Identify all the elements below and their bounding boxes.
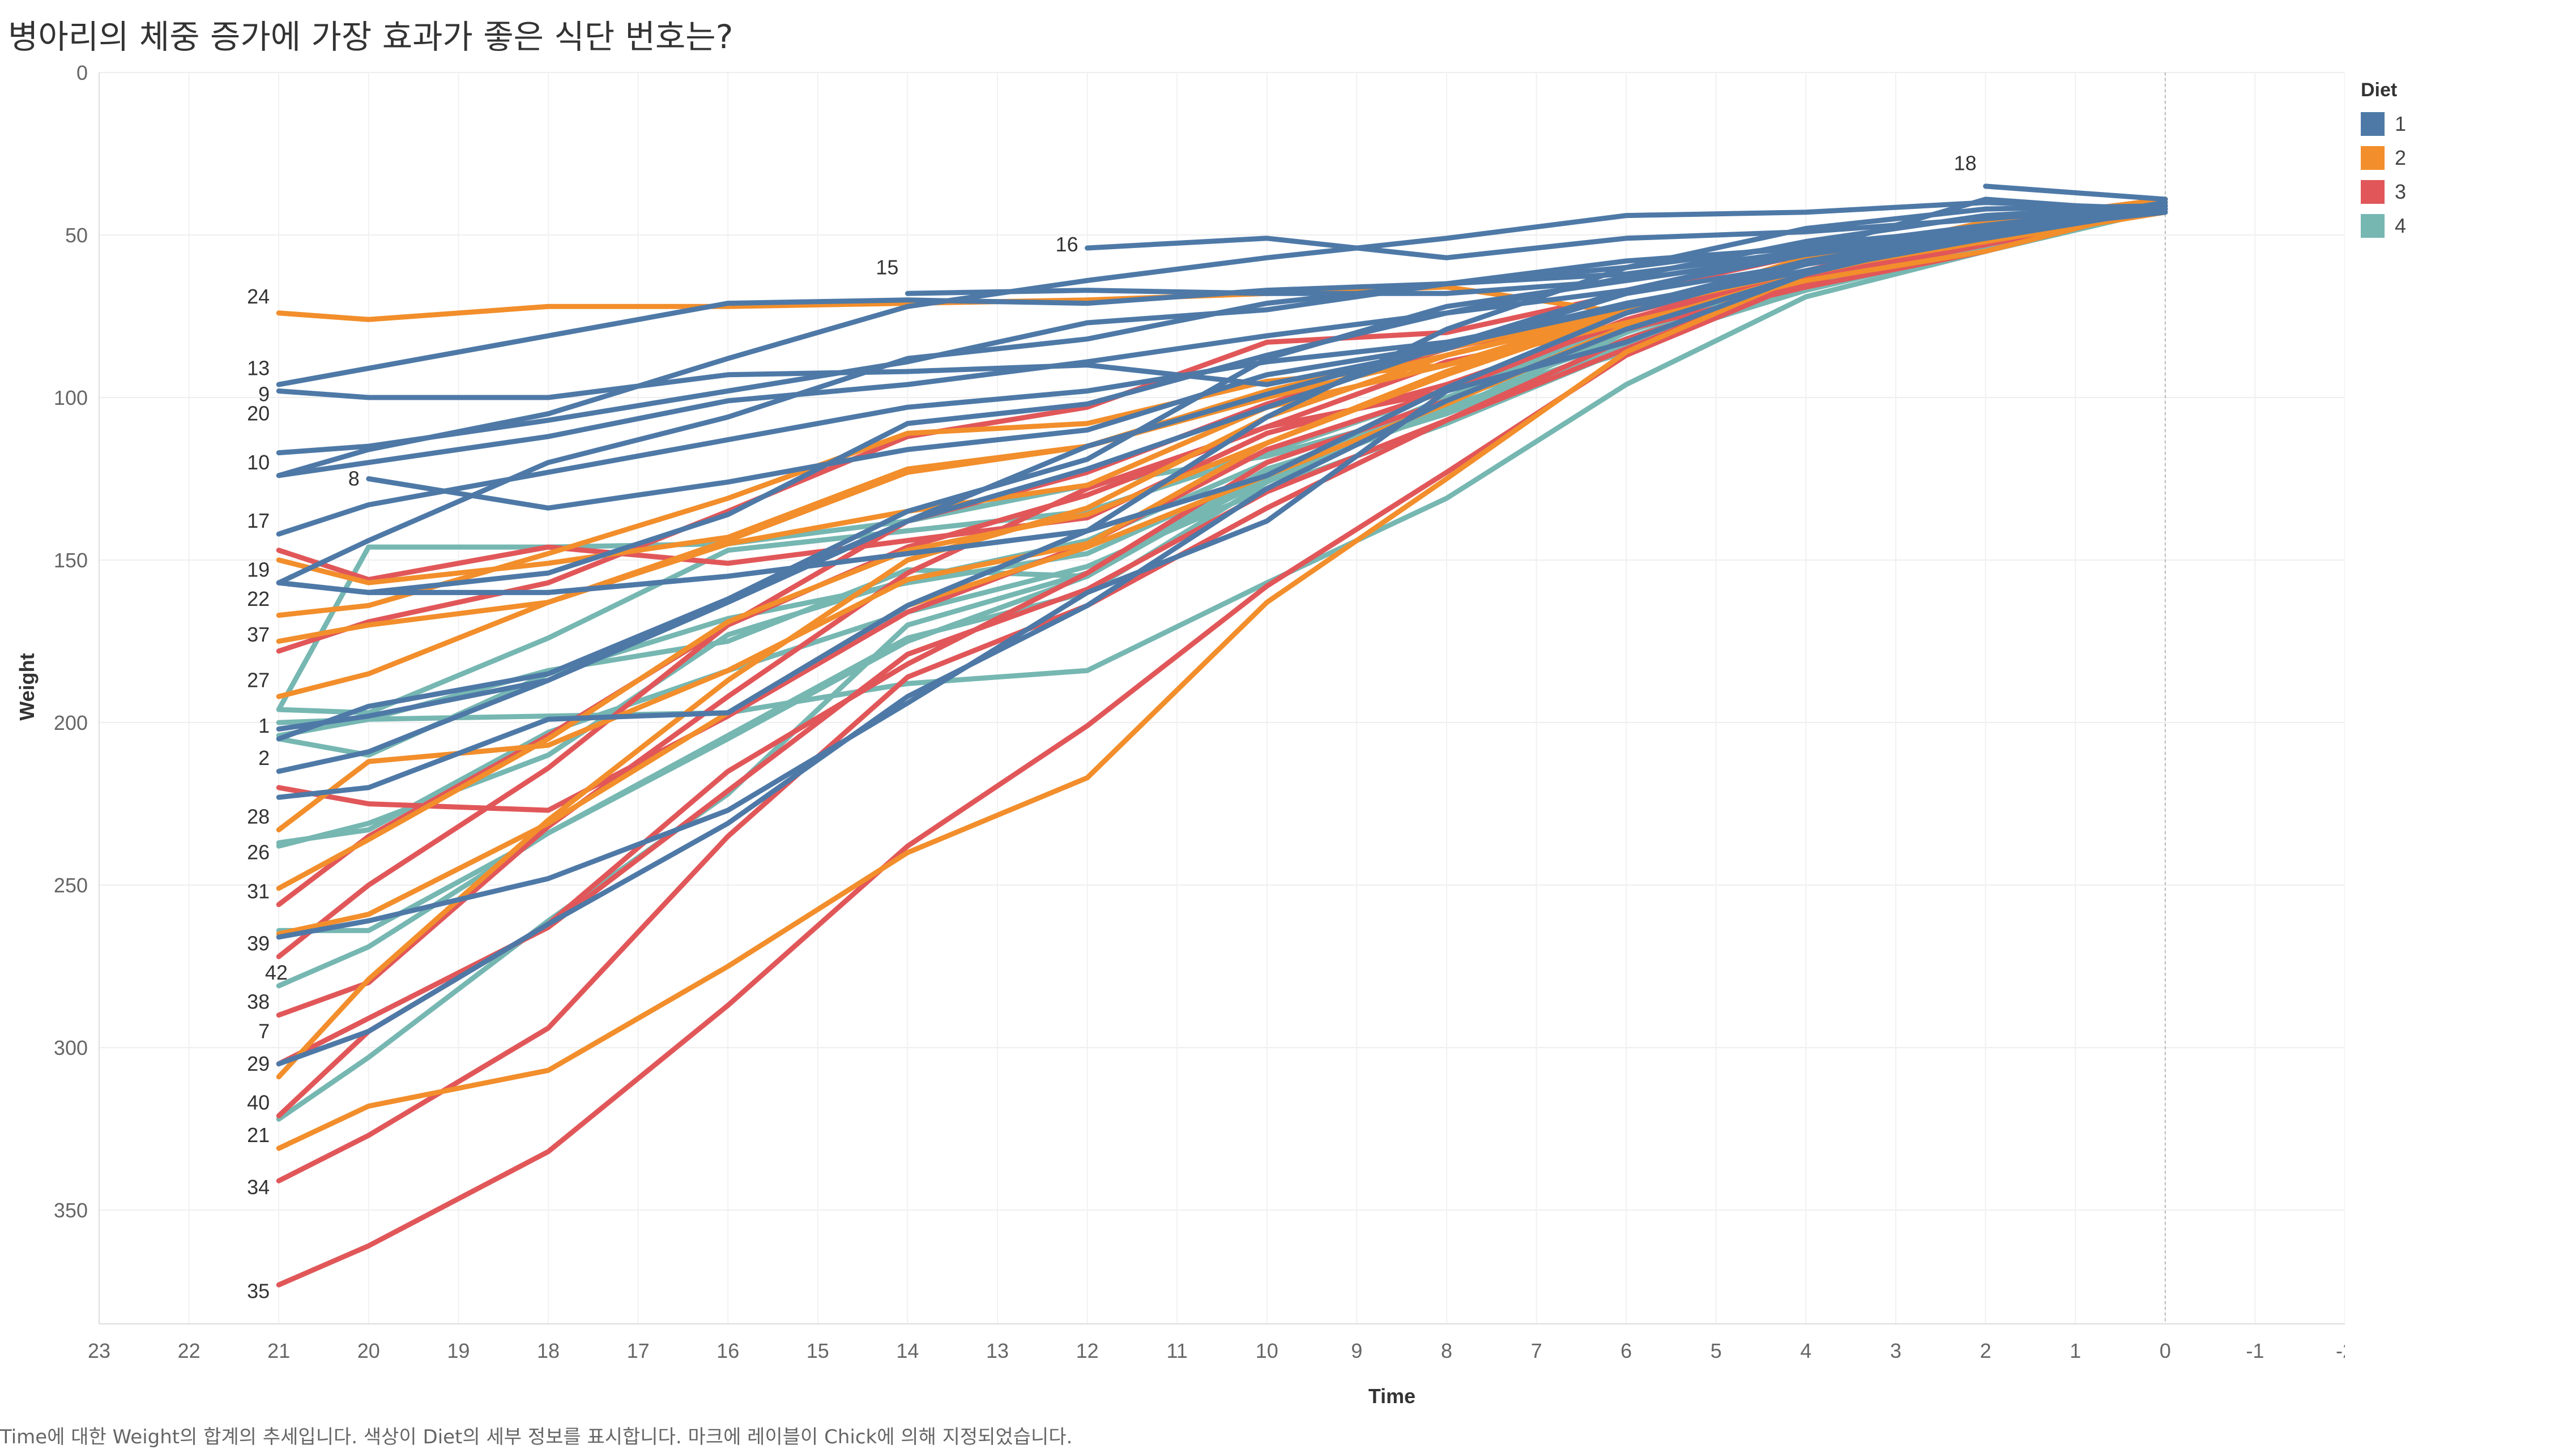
x-tick-label: 15 [807,1339,829,1362]
x-tick-label: 14 [896,1339,919,1362]
series-line-chick-14 [276,203,2168,1067]
y-tick-label: 250 [54,874,88,897]
legend-swatch [2361,146,2385,170]
series-line-chick-1 [276,200,2168,478]
series-line-chick-3 [276,196,2168,732]
x-tick-label: 0 [2160,1339,2171,1362]
y-tick-label: 150 [54,549,88,572]
x-tick-label: 3 [1890,1339,1901,1362]
x-tick-label: -2 [2336,1339,2345,1362]
data-label: 20 [247,402,270,425]
x-tick-label: 10 [1256,1339,1278,1362]
x-tick-label: 5 [1711,1339,1722,1362]
series-line-chick-34 [276,203,2168,1183]
legend-item-diet-1[interactable]: 1 [2361,107,2406,141]
x-tick-label: 11 [1167,1339,1188,1362]
series-line-chick-19 [276,210,2168,585]
x-tick-label: 22 [178,1339,201,1362]
series-line-chick-43 [276,206,2168,725]
x-tick-label: 8 [1441,1339,1452,1362]
y-tick-label: 100 [54,386,88,409]
data-label: 19 [247,558,270,581]
data-label: 2 [258,746,270,770]
x-axis-title: Time [1368,1384,1415,1408]
legend-label: 1 [2395,112,2407,135]
x-tick-label: 7 [1531,1339,1542,1362]
series-line-chick-6 [276,203,2168,595]
series-line-chick-16 [1085,203,2168,260]
legend-label: 3 [2395,180,2407,203]
data-label: 18 [1954,152,1977,175]
data-label: 40 [247,1091,270,1114]
x-tick-label: 18 [537,1339,560,1362]
legend-swatch [2361,180,2385,204]
x-tick-label: 9 [1351,1339,1362,1362]
series-line-chick-2 [276,200,2168,774]
y-tick-label: 50 [65,224,88,247]
x-tick-label: 21 [267,1339,290,1362]
legend-item-diet-3[interactable]: 3 [2361,175,2406,209]
series-line-chick-39 [276,206,2168,959]
data-label: 26 [247,841,270,864]
x-tick-label: 13 [986,1339,1009,1362]
data-label: 1 [258,714,270,737]
data-label: 31 [247,880,270,903]
x-tick-label: 4 [1800,1339,1811,1362]
data-label: 13 [247,356,270,379]
data-label: 15 [876,255,898,279]
data-label: 29 [247,1052,270,1075]
data-label: 24 [247,285,270,308]
series-line-chick-18 [1983,183,2168,202]
data-label: 22 [247,587,270,610]
data-label: 9 [258,382,270,405]
y-axis-title: Weight [15,653,39,720]
legend-swatch [2361,112,2385,136]
chart-title: 병아리의 체중 증가에 가장 효과가 좋은 식단 번호는? [8,18,733,56]
data-label: 17 [247,509,270,532]
series-line-chick-5 [276,203,2168,800]
data-label: 34 [247,1176,270,1199]
data-label: 28 [247,805,270,828]
data-label: 37 [247,623,270,646]
x-tick-label: 16 [716,1339,739,1362]
data-label: 35 [247,1280,270,1303]
legend-swatch [2361,214,2385,238]
series-line-chick-38 [276,203,2168,1018]
x-tick-label: 1 [2070,1339,2081,1362]
x-tick-label: 12 [1076,1339,1099,1362]
data-label: 8 [348,467,360,490]
data-label: 27 [247,668,270,691]
data-label: 10 [247,451,270,474]
legend-label: 2 [2395,146,2407,169]
y-tick-label: 200 [54,711,88,734]
legend-title: Diet [2361,79,2398,101]
legend-label: 4 [2395,214,2407,237]
series-line-chick-10 [276,203,2168,478]
data-label: 42 [265,961,288,984]
x-tick-label: 17 [627,1339,650,1362]
y-tick-label: 300 [54,1036,88,1059]
data-label: 21 [247,1123,270,1147]
legend-item-diet-4[interactable]: 4 [2361,209,2406,243]
x-tick-label: 19 [447,1339,470,1362]
y-tick-label: 0 [76,61,88,84]
series-line-chick-48 [276,196,2168,1122]
x-tick-label: 20 [357,1339,380,1362]
x-tick-label: 2 [1980,1339,1991,1362]
x-tick-label: -1 [2246,1339,2264,1362]
data-label: 16 [1056,233,1078,256]
data-label: 38 [247,990,270,1014]
legend-item-diet-2[interactable]: 2 [2361,141,2406,175]
series-line-chick-46 [276,200,2168,849]
legend: Diet 1 2 3 4 [2361,79,2406,243]
x-tick-label: 6 [1620,1339,1632,1362]
data-label: 39 [247,931,270,955]
chart-caption: Time에 대한 Weight의 합계의 추세입니다. 색상이 Diet의 세부… [0,1426,1073,1448]
y-tick-label: 350 [54,1199,88,1222]
data-label: 7 [258,1019,270,1042]
series-line-chick-12 [276,203,2168,742]
x-tick-label: 23 [88,1339,110,1362]
